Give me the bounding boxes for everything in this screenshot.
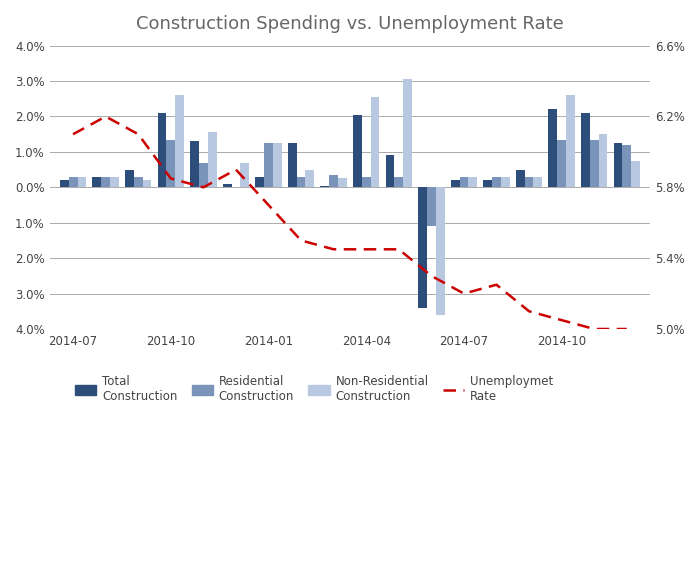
Bar	[427, 187, 436, 226]
Bar	[143, 180, 151, 187]
Bar	[305, 170, 314, 187]
Bar	[102, 177, 110, 187]
Bar	[110, 177, 119, 187]
Bar	[273, 143, 281, 187]
Bar	[598, 134, 608, 187]
Bar	[581, 113, 590, 187]
Bar	[256, 177, 264, 187]
Bar	[338, 179, 346, 187]
Bar	[631, 161, 640, 187]
Bar	[329, 175, 338, 187]
Bar	[590, 139, 598, 187]
Bar	[418, 187, 427, 308]
Bar	[78, 177, 86, 187]
Bar	[386, 156, 394, 187]
Bar	[199, 162, 208, 187]
Bar	[451, 180, 459, 187]
Bar	[134, 177, 143, 187]
Bar	[297, 177, 305, 187]
Bar	[483, 180, 492, 187]
Bar	[370, 97, 379, 187]
Bar	[60, 180, 69, 187]
Bar	[403, 79, 412, 187]
Bar	[501, 177, 510, 187]
Bar	[288, 143, 297, 187]
Bar	[125, 170, 134, 187]
Bar	[548, 110, 557, 187]
Bar	[566, 95, 575, 187]
Bar	[353, 115, 362, 187]
Bar	[459, 177, 468, 187]
Bar	[264, 143, 273, 187]
Legend: Total
Construction, Residential
Construction, Non-Residential
Construction, Unem: Total Construction, Residential Construc…	[70, 371, 558, 408]
Bar	[468, 177, 477, 187]
Bar	[525, 177, 533, 187]
Bar	[622, 145, 631, 187]
Bar	[69, 177, 78, 187]
Bar	[614, 143, 622, 187]
Bar	[436, 187, 445, 315]
Bar	[158, 113, 167, 187]
Title: Construction Spending vs. Unemployment Rate: Construction Spending vs. Unemployment R…	[136, 15, 564, 33]
Bar	[175, 95, 184, 187]
Bar	[533, 177, 542, 187]
Bar	[240, 162, 249, 187]
Bar	[321, 185, 329, 187]
Bar	[223, 184, 232, 187]
Bar	[557, 139, 566, 187]
Bar	[190, 141, 199, 187]
Bar	[516, 170, 525, 187]
Bar	[167, 139, 175, 187]
Bar	[362, 177, 370, 187]
Bar	[208, 133, 216, 187]
Bar	[394, 177, 403, 187]
Bar	[492, 177, 501, 187]
Bar	[92, 177, 102, 187]
